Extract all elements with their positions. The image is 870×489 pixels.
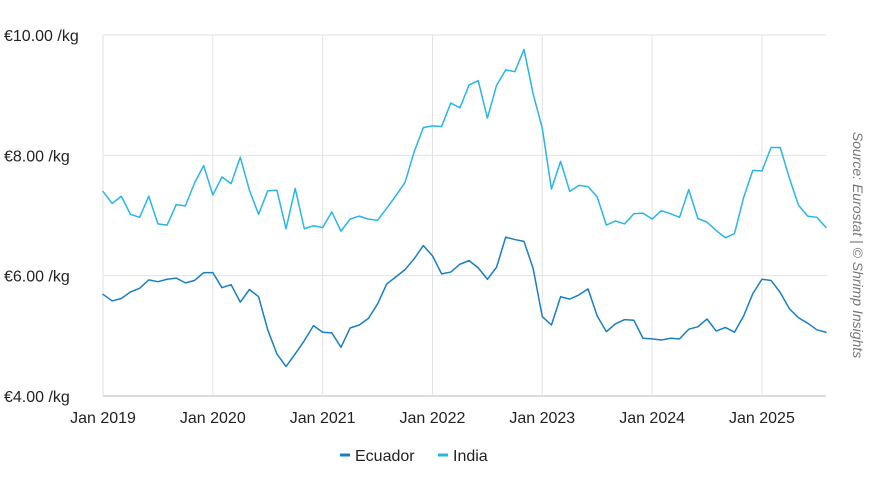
- grid-layer: [102, 34, 826, 397]
- legend-item-india[interactable]: India: [438, 448, 488, 465]
- legend-label: Ecuador: [355, 448, 415, 465]
- x-tick-label: Jan 2020: [180, 410, 246, 427]
- x-tick-label: Jan 2023: [509, 410, 575, 427]
- x-tick-label: Jan 2025: [729, 410, 795, 427]
- series-line-india: [102, 48, 827, 239]
- x-tick-label: Jan 2021: [290, 410, 356, 427]
- y-tick-label: €6.00 /kg: [4, 269, 70, 286]
- series-line-ecuador: [102, 236, 827, 368]
- y-tick-label: €8.00 /kg: [4, 148, 70, 165]
- legend: Ecuador India: [340, 448, 488, 465]
- series-layer: [102, 48, 827, 368]
- source-credit: Source: Eurostat | © Shrimp Insights: [850, 132, 866, 358]
- legend-item-ecuador[interactable]: Ecuador: [340, 448, 415, 465]
- y-tick-label: €4.00 /kg: [4, 389, 70, 406]
- y-tick-label: €10.00 /kg: [4, 28, 79, 45]
- axis-layer: €10.00 /kg€8.00 /kg€6.00 /kg€4.00 /kgJan…: [4, 28, 795, 427]
- x-tick-label: Jan 2024: [619, 410, 685, 427]
- legend-label: India: [453, 448, 488, 465]
- x-tick-label: Jan 2022: [400, 410, 466, 427]
- x-tick-label: Jan 2019: [70, 410, 136, 427]
